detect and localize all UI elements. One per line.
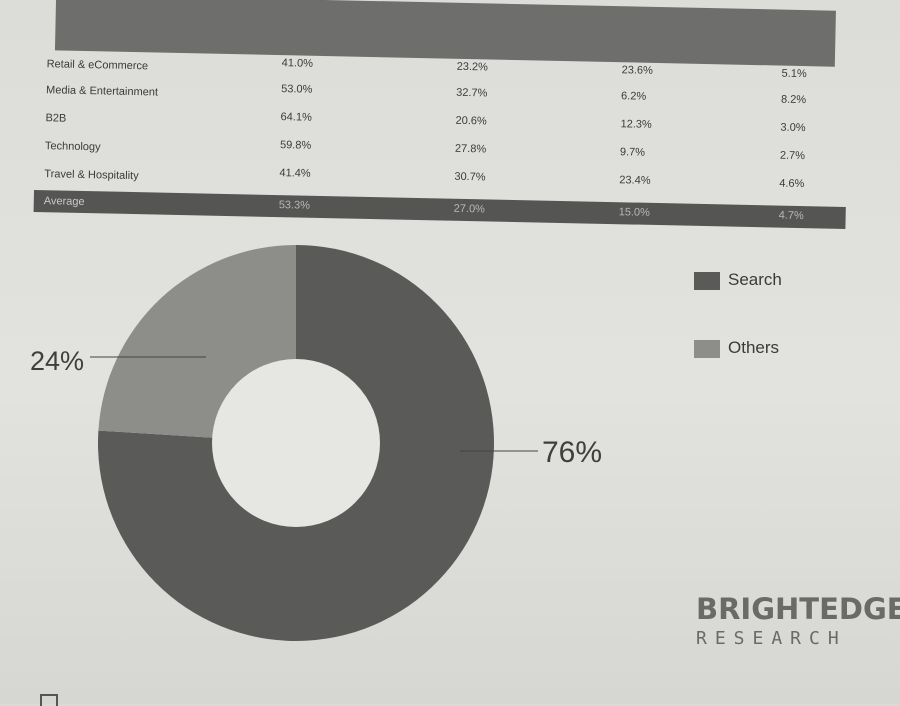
logo-line1: BRIGHTEDGE [696,592,900,626]
legend-item-others: Others [694,338,779,358]
cell: 2.7% [779,149,806,163]
legend-label: Others [728,338,780,357]
cell: 59.8% [279,139,312,152]
cell: 27.0% [453,202,486,216]
cell: 15.0% [618,206,651,219]
cell: 23.4% [619,174,651,187]
slice-label-search: 76% [542,436,602,469]
cell: 53.0% [281,83,313,96]
cell: 3.0% [780,121,806,135]
cell: 23.2% [456,60,489,74]
row-label: Travel & Hospitality [44,168,139,183]
cell: 8.2% [780,93,807,107]
slice-label-others: 24% [30,346,84,376]
donut-hole [212,359,380,527]
legend-item-search: Search [694,270,782,290]
row-label: Technology [44,140,101,154]
cell: 23.6% [621,64,653,77]
cell: 4.6% [779,177,805,191]
row-label: Retail & eCommerce [46,58,149,73]
legend-swatch [694,271,720,290]
cell: 20.6% [455,114,487,128]
cell: 4.7% [778,209,804,223]
row-label: B2B [45,112,67,125]
brightedge-logo: BRIGHTEDGE RESEARCH [696,592,900,649]
donut-chart: 24% 76% [30,245,602,641]
data-table: Retail & eCommerce 41.0% 23.2% 23.6% 5.1… [33,0,850,249]
cell: 5.1% [781,67,807,81]
cell: 6.2% [620,90,647,103]
cell: 64.1% [280,111,312,124]
cell: 12.3% [620,118,652,131]
cell: 9.7% [619,146,646,159]
cell: 30.7% [454,170,486,184]
row-label: Media & Entertainment [45,84,159,99]
cell: 41.4% [279,167,311,180]
cell: 41.0% [281,57,314,70]
legend-label: Search [728,270,782,289]
logo-line2: RESEARCH [696,628,847,649]
checkbox-icon [40,694,58,706]
legend-swatch [694,339,720,358]
cell: 27.8% [454,142,487,156]
cell: 32.7% [456,86,488,100]
cell: 53.3% [278,199,311,212]
row-label: Average [43,195,85,209]
